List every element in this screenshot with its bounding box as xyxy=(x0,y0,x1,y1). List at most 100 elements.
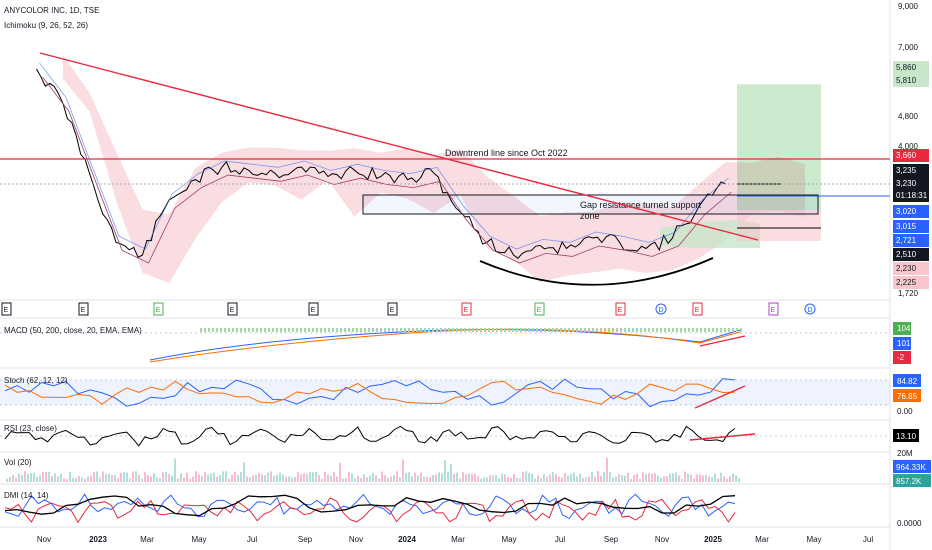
volume-bar xyxy=(513,474,515,482)
volume-bar xyxy=(669,473,671,482)
macd-histogram-bar xyxy=(328,328,330,332)
macd-histogram-bar xyxy=(280,328,282,332)
volume-bar xyxy=(18,473,20,482)
earnings-marker xyxy=(768,302,779,316)
volume-bar xyxy=(21,475,23,482)
macd-histogram-bar xyxy=(512,328,514,332)
vol-axis-value: 20M xyxy=(897,449,913,458)
macd-histogram-bar xyxy=(216,328,218,332)
volume-bar xyxy=(303,473,305,482)
volume-bar xyxy=(156,477,158,482)
time-tick-label: Mar xyxy=(451,535,465,544)
volume-bar xyxy=(675,472,677,482)
volume-bar xyxy=(96,471,98,482)
volume-bar xyxy=(477,476,479,482)
volume-bar xyxy=(87,476,89,482)
ichimoku-base-line xyxy=(42,76,732,264)
volume-bar xyxy=(603,471,605,482)
volume-bar xyxy=(228,478,230,482)
dmi-adx-line xyxy=(4,494,736,517)
volume-bar xyxy=(372,472,374,482)
macd-histogram-bar xyxy=(256,328,258,332)
gap-label-line2: zone xyxy=(580,211,600,221)
volume-bar xyxy=(27,474,29,482)
downtrend-line xyxy=(39,52,759,241)
macd-histogram-bar xyxy=(344,328,346,332)
volume-bar xyxy=(300,474,302,482)
macd-histogram-bar xyxy=(644,328,646,332)
macd-histogram-bar xyxy=(492,328,494,332)
volume-bar xyxy=(480,478,482,482)
price-label-box xyxy=(893,189,929,202)
macd-histogram-bar xyxy=(436,328,438,332)
volume-bar xyxy=(714,473,716,482)
volume-bar xyxy=(639,478,641,482)
volume-bar xyxy=(507,476,509,482)
macd-histogram-bar xyxy=(420,328,422,332)
macd-histogram-bar xyxy=(536,328,538,332)
time-tick-label: 2025 xyxy=(704,535,722,544)
volume-bar xyxy=(534,478,536,482)
volume-bar xyxy=(648,473,650,482)
volume-bar xyxy=(381,471,383,482)
macd-histogram-bar xyxy=(296,328,298,332)
rsi-line xyxy=(4,425,736,447)
volume-bar xyxy=(573,472,575,482)
macd-histogram-bar xyxy=(656,328,658,332)
rsi-title: RSI (23, close) xyxy=(4,424,57,433)
macd-histogram-bar xyxy=(460,328,462,332)
time-tick-label: Nov xyxy=(655,535,669,544)
stoch-k-box xyxy=(893,374,921,387)
macd-histogram-bar xyxy=(716,328,718,332)
macd-histogram-bar xyxy=(568,328,570,332)
macd-histogram-bar xyxy=(636,328,638,332)
volume-bar xyxy=(525,471,527,482)
macd-histogram-bar xyxy=(696,328,698,332)
volume-bar xyxy=(324,471,326,482)
macd-histogram-bar xyxy=(480,328,482,332)
volume-bar xyxy=(645,474,647,482)
volume-bar xyxy=(393,475,395,482)
volume-bar xyxy=(375,475,377,482)
volume-bar xyxy=(651,473,653,482)
macd-histogram-bar xyxy=(516,328,518,332)
volume-bar xyxy=(237,474,239,482)
volume-bar xyxy=(549,474,551,482)
volume-bar xyxy=(429,477,431,482)
volume-bar xyxy=(168,474,170,482)
volume-bar xyxy=(201,475,203,482)
volume-bar xyxy=(624,475,626,482)
macd-histogram-bar xyxy=(472,328,474,332)
volume-bar xyxy=(48,471,50,482)
volume-bar xyxy=(9,476,11,482)
volume-bar xyxy=(330,475,332,482)
volume-bar xyxy=(315,471,317,482)
price-label-box xyxy=(893,61,929,74)
volume-bar xyxy=(273,475,275,482)
volume-bar xyxy=(204,471,206,482)
volume-bar xyxy=(141,478,143,482)
volume-bar xyxy=(471,474,473,482)
volume-bar xyxy=(162,472,164,482)
volume-bar xyxy=(546,476,548,482)
volume-bar xyxy=(78,476,80,482)
volume-bar xyxy=(351,473,353,482)
vol-title: Vol (20) xyxy=(4,458,32,467)
volume-bar xyxy=(423,476,425,482)
macd-histogram-bar xyxy=(448,328,450,332)
stoch-k-value: 84.82 xyxy=(897,377,918,386)
ichimoku-cloud-green xyxy=(660,220,760,248)
macd-histogram-bar xyxy=(564,328,566,332)
price-label-box xyxy=(893,276,929,289)
volume-bar xyxy=(123,472,125,482)
volume-bar xyxy=(102,471,104,482)
macd-histogram-bar xyxy=(232,328,234,332)
volume-bar xyxy=(609,472,611,482)
volume-bar xyxy=(291,477,293,482)
dmi-plus-line xyxy=(4,493,736,520)
macd-histogram-bar xyxy=(244,328,246,332)
volume-bar xyxy=(150,476,152,482)
event-marker-label: E xyxy=(771,307,776,314)
volume-bar xyxy=(24,471,26,482)
